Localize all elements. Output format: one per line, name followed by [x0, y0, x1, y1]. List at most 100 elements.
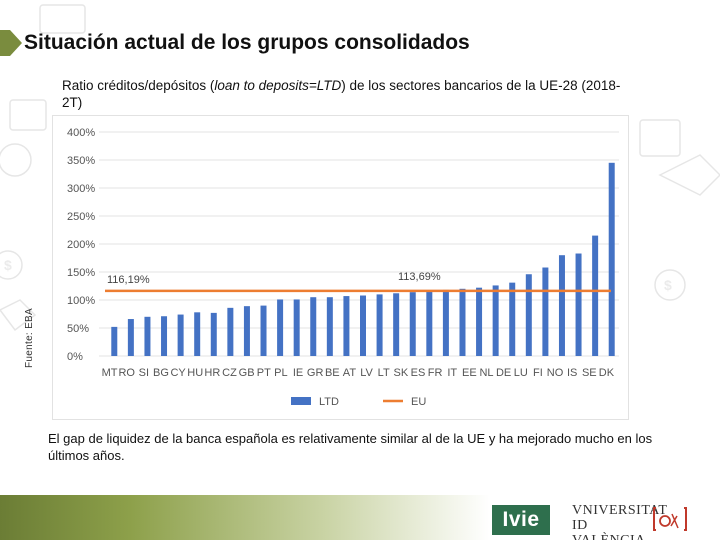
annotations-layer: 116,19% 113,69%: [107, 271, 441, 286]
y-tick-label: 300%: [67, 183, 95, 195]
caption-text: El gap de liquidez de la banca española …: [48, 431, 653, 463]
y-tick-label: 200%: [67, 239, 95, 251]
ivie-logo: Ivie: [492, 505, 550, 535]
ltd-bar: [442, 289, 449, 356]
ltd-bar: [542, 267, 549, 356]
x-category-label: BE: [325, 367, 340, 379]
ltd-bar: [144, 316, 151, 356]
x-category-label: NO: [547, 367, 564, 379]
ltd-bar: [161, 316, 168, 356]
ltd-bar: [326, 297, 333, 356]
ltd-bar: [227, 307, 234, 356]
ltd-bar: [376, 294, 383, 356]
x-category-label: EE: [462, 367, 477, 379]
ltd-bar: [343, 296, 350, 356]
x-category-label: DE: [496, 367, 511, 379]
chart-subtitle-end: ) de los sectores bancarios de la UE-28 …: [62, 78, 621, 110]
slide-title: Situación actual de los grupos consolida…: [24, 31, 470, 54]
x-category-label: BG: [153, 367, 169, 379]
x-category-label: HU: [187, 367, 203, 379]
annotation-label: 116,19%: [107, 274, 150, 286]
uv-logo: VNIVERSITAT ID VALÈNCIA: [572, 503, 668, 540]
ltd-bar: [608, 162, 615, 356]
x-category-label: IE: [293, 367, 303, 379]
chart-subtitle-start: Ratio créditos/depósitos (: [62, 78, 215, 93]
chart-subtitle-italic: loan to deposits=LTD: [214, 78, 342, 93]
ltd-bar: [492, 285, 499, 356]
svg-text:$: $: [4, 257, 12, 273]
x-category-label: LV: [360, 367, 373, 379]
ltd-bar: [509, 282, 516, 356]
uv-logo-line2: ID VALÈNCIA: [572, 518, 645, 540]
x-category-label: SE: [582, 367, 597, 379]
x-category-label: LT: [378, 367, 390, 379]
ltd-bar: [393, 293, 400, 356]
chart-subtitle: Ratio créditos/depósitos (loan to deposi…: [62, 77, 627, 111]
ltd-bar: [476, 287, 483, 356]
source-note: Fuente: EBA: [24, 308, 35, 368]
ltd-bar: [525, 274, 532, 356]
ltd-bar: [293, 299, 300, 356]
x-axis-categories: MT RO SI BG CY HU HR CZ GB PT PL IE GR BE AT LV LT SK ES FR…: [102, 367, 615, 379]
ltd-bar: [194, 312, 201, 356]
x-category-label: HR: [204, 367, 220, 379]
x-category-label: IS: [567, 367, 577, 379]
x-category-label: PT: [257, 367, 271, 379]
ltd-bar: [575, 253, 582, 356]
annotation-label: 113,69%: [398, 271, 441, 283]
ltd-bar-chart: 0% 50% 100% 150% 200% 250% 300% 350% 400% MT RO SI…: [67, 127, 619, 408]
x-category-label: GB: [239, 367, 255, 379]
uv-emblem-icon: [653, 507, 687, 531]
y-tick-label: 100%: [67, 295, 95, 307]
ltd-bar: [210, 312, 217, 356]
y-tick-label: 400%: [67, 127, 95, 139]
x-category-label: ES: [411, 367, 426, 379]
legend-label: EU: [411, 396, 426, 408]
x-category-label: PL: [274, 367, 287, 379]
legend-swatch: [291, 397, 311, 405]
x-category-label: DK: [599, 367, 615, 379]
x-category-label: SI: [139, 367, 149, 379]
x-category-label: FI: [533, 367, 543, 379]
x-category-label: IT: [447, 367, 457, 379]
grid-layer: [99, 131, 619, 357]
title-marker-icon: [0, 30, 22, 56]
chart-legend: LTD EU: [291, 396, 426, 408]
ltd-bar: [260, 305, 267, 356]
y-tick-label: 150%: [67, 267, 95, 279]
ltd-bar: [409, 292, 416, 356]
x-category-label: MT: [102, 367, 118, 379]
x-category-label: LU: [514, 367, 528, 379]
ltd-bar: [558, 255, 565, 356]
ltd-bar: [127, 319, 134, 356]
ltd-bar: [111, 326, 118, 356]
ltd-bar: [177, 314, 184, 356]
background-pattern: $ $: [0, 4, 720, 332]
x-category-label: CY: [170, 367, 186, 379]
x-category-label: AT: [343, 367, 357, 379]
uv-logo-line1: VNIVERSITAT: [572, 503, 668, 518]
x-category-label: NL: [479, 367, 493, 379]
y-axis-ticks: 0% 50% 100% 150% 200% 250% 300% 350% 400%: [67, 127, 95, 363]
y-tick-label: 50%: [67, 323, 89, 335]
svg-text:$: $: [664, 277, 672, 293]
y-tick-label: 0%: [67, 351, 83, 363]
x-category-label: FR: [428, 367, 443, 379]
x-category-label: RO: [118, 367, 135, 379]
x-category-label: GR: [307, 367, 324, 379]
ltd-bar: [243, 306, 250, 356]
footer-bar: [0, 495, 720, 540]
legend-label: LTD: [319, 396, 339, 408]
bars-layer: [111, 162, 615, 356]
ltd-bar: [277, 299, 284, 356]
y-tick-label: 250%: [67, 211, 95, 223]
x-category-label: SK: [393, 367, 408, 379]
ltd-bar: [360, 295, 366, 356]
ltd-bar: [426, 291, 433, 356]
ltd-bar: [459, 288, 466, 356]
ltd-bar: [592, 235, 599, 356]
y-tick-label: 350%: [67, 155, 95, 167]
ltd-bar: [310, 297, 317, 356]
chart-panel: 0% 50% 100% 150% 200% 250% 300% 350% 400% MT RO SI…: [52, 115, 629, 420]
x-category-label: CZ: [222, 367, 237, 379]
